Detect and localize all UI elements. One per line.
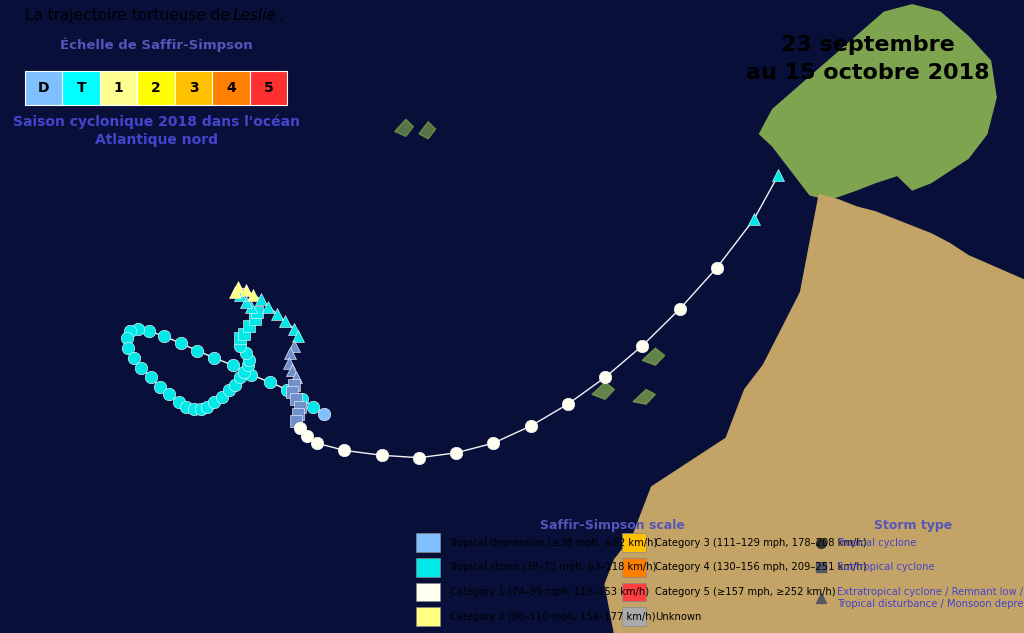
Text: Saffir–Simpson scale: Saffir–Simpson scale — [540, 520, 685, 532]
Bar — [622, 582, 646, 601]
Bar — [622, 534, 646, 552]
Bar — [416, 582, 440, 601]
Bar — [25, 72, 62, 106]
Bar — [622, 558, 646, 577]
Text: Échelle de Saffir-Simpson: Échelle de Saffir-Simpson — [59, 37, 253, 52]
Text: 23 septembre
au 15 octobre 2018: 23 septembre au 15 octobre 2018 — [746, 35, 989, 82]
Text: Saison cyclonique 2018 dans l'océan
Atlantique nord: Saison cyclonique 2018 dans l'océan Atla… — [12, 115, 300, 147]
Text: .: . — [278, 8, 283, 23]
Text: 2: 2 — [152, 82, 161, 96]
Text: 1: 1 — [114, 82, 124, 96]
Text: T: T — [77, 82, 86, 96]
Bar — [416, 534, 440, 552]
Bar — [62, 72, 100, 106]
Text: 4: 4 — [226, 82, 236, 96]
Polygon shape — [592, 382, 614, 399]
Bar — [416, 607, 440, 626]
Text: Category 5 (≥157 mph, ≥252 km/h): Category 5 (≥157 mph, ≥252 km/h) — [655, 587, 836, 597]
Polygon shape — [633, 389, 655, 404]
Text: Tropical depression (≤38 mph, ≤62 km/h): Tropical depression (≤38 mph, ≤62 km/h) — [450, 538, 657, 548]
Bar — [137, 72, 175, 106]
Polygon shape — [394, 119, 414, 136]
Text: Tropical storm (39–73 mph, 63–118 km/h): Tropical storm (39–73 mph, 63–118 km/h) — [450, 563, 657, 572]
Polygon shape — [760, 5, 996, 199]
Bar — [416, 558, 440, 577]
Text: Category 4 (130–156 mph, 209–251 km/h): Category 4 (130–156 mph, 209–251 km/h) — [655, 563, 867, 572]
Text: La trajectoire tortueuse de: La trajectoire tortueuse de — [25, 8, 234, 23]
Text: Leslie: Leslie — [232, 8, 276, 23]
Text: Tropical cyclone: Tropical cyclone — [837, 538, 916, 548]
Text: Storm type: Storm type — [874, 520, 952, 532]
Text: Category 3 (111–129 mph, 178–208 km/h): Category 3 (111–129 mph, 178–208 km/h) — [655, 538, 867, 548]
Polygon shape — [642, 348, 665, 365]
Bar — [212, 72, 250, 106]
Polygon shape — [605, 195, 1024, 633]
Text: Subtropical cyclone: Subtropical cyclone — [837, 563, 934, 572]
Bar — [100, 72, 137, 106]
Text: Category 2 (96–110 mph, 154–177 km/h): Category 2 (96–110 mph, 154–177 km/h) — [450, 611, 655, 622]
Bar — [250, 72, 288, 106]
Bar — [622, 607, 646, 626]
Polygon shape — [760, 5, 996, 199]
Bar — [175, 72, 212, 106]
Text: 5: 5 — [264, 82, 273, 96]
Text: Extratropical cyclone / Remnant low /
Tropical disturbance / Monsoon depression: Extratropical cyclone / Remnant low / Tr… — [837, 587, 1024, 609]
Text: D: D — [38, 82, 49, 96]
Text: 3: 3 — [188, 82, 199, 96]
Text: Category 1 (74–95 mph, 119–153 km/h): Category 1 (74–95 mph, 119–153 km/h) — [450, 587, 648, 597]
Polygon shape — [419, 122, 435, 139]
Text: Unknown: Unknown — [655, 611, 701, 622]
